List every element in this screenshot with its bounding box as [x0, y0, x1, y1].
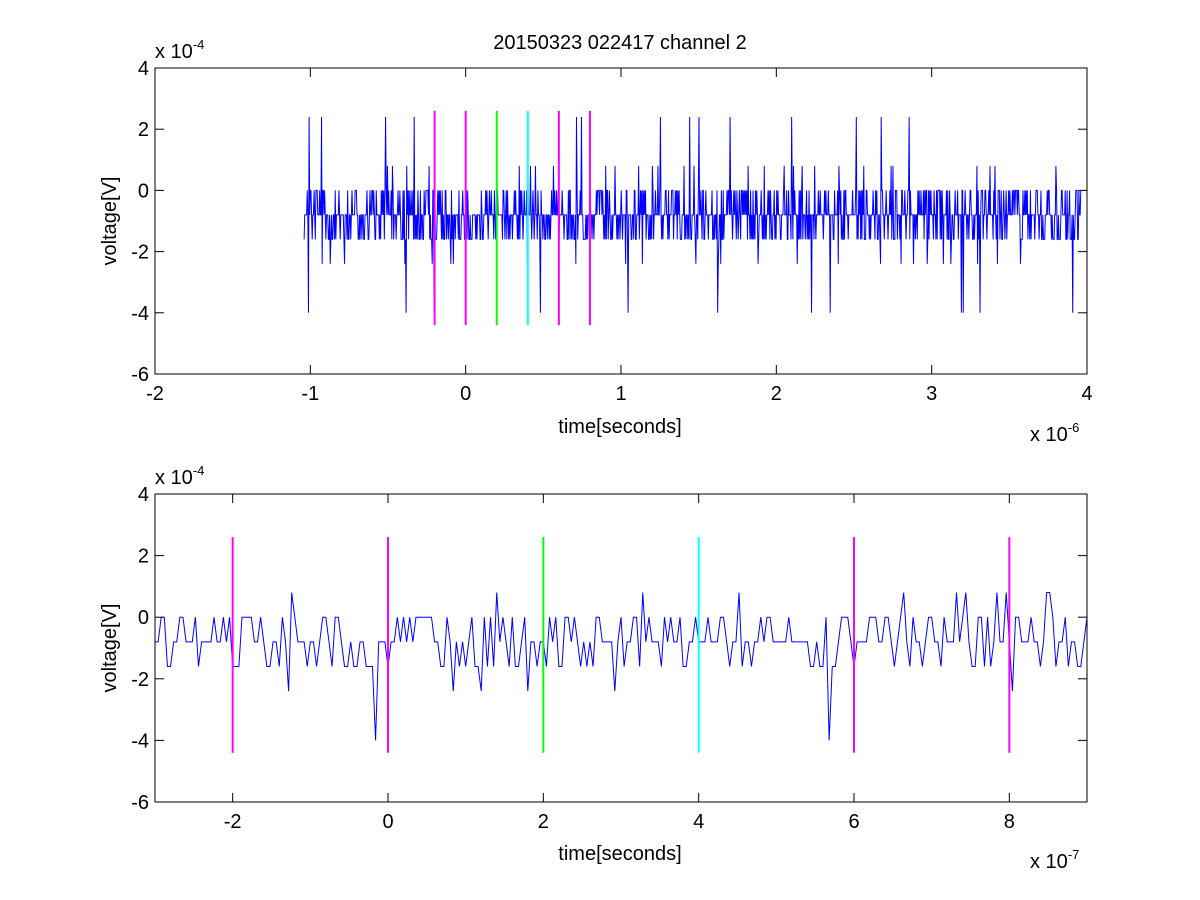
top-x-tick-label: 1 [615, 383, 626, 405]
top-y-tick-label: -2 [131, 242, 149, 264]
top-plot-x-exponent-base: x 10 [1030, 424, 1068, 446]
top-x-tick-label: 4 [1081, 383, 1092, 405]
top-x-tick-label: 0 [460, 383, 471, 405]
bottom-plot: -2 0 2 4 6 8 -6 -4 -2 0 2 4 time[seconds] voltage[V… [99, 463, 1088, 873]
bottom-y-tick-label: -6 [131, 792, 149, 814]
top-plot-x-exponent: x 10-6 [1030, 420, 1079, 446]
bottom-plot-x-exponent-power: -7 [1068, 847, 1080, 862]
top-plot-trace [303, 116, 1082, 313]
bottom-plot-x-exponent-base: x 10 [1030, 851, 1068, 873]
bottom-plot-trace [155, 592, 1088, 741]
bottom-y-tick-label: -4 [131, 730, 149, 752]
bottom-y-tick-label: -2 [131, 669, 149, 691]
top-y-tick-label: 2 [138, 119, 149, 141]
top-plot-y-exponent: x 10-4 [155, 37, 204, 63]
bottom-plot-frame [154, 493, 1088, 803]
top-plot-markers [433, 110, 591, 326]
bottom-plot-tick-labels: -2 0 2 4 6 8 -6 -4 -2 0 2 4 [131, 484, 1015, 833]
bottom-x-tick-label: 0 [382, 811, 393, 833]
bottom-x-tick-label: 8 [1004, 811, 1015, 833]
top-x-tick-label: -1 [301, 383, 319, 405]
bottom-plot-x-label: time[seconds] [558, 843, 681, 865]
top-plot-frame [154, 67, 1088, 375]
top-x-tick-label: -2 [146, 383, 164, 405]
bottom-x-tick-label: 4 [693, 811, 704, 833]
top-plot-x-exponent-power: -6 [1068, 420, 1080, 435]
bottom-x-tick-label: 6 [848, 811, 859, 833]
bottom-y-tick-label: 2 [138, 546, 149, 568]
bottom-plot-y-exponent-power: -4 [193, 463, 205, 478]
top-x-tick-label: 2 [771, 383, 782, 405]
top-voltage-series [303, 116, 1082, 313]
top-x-tick-label: 3 [926, 383, 937, 405]
top-plot-tick-labels: -2 -1 0 1 2 3 4 -6 -4 -2 0 2 4 [131, 58, 1092, 405]
bottom-y-tick-label: 4 [138, 484, 149, 506]
top-y-tick-label: 0 [138, 180, 149, 202]
top-plot-y-exponent-base: x 10 [155, 41, 193, 63]
bottom-voltage-series [155, 592, 1088, 741]
bottom-plot-markers [231, 537, 1011, 753]
bottom-x-tick-label: -2 [224, 811, 242, 833]
top-plot-y-exponent-power: -4 [193, 37, 205, 52]
top-plot-x-label: time[seconds] [558, 416, 681, 438]
bottom-plot-y-exponent: x 10-4 [155, 463, 204, 489]
top-y-tick-label: -4 [131, 303, 149, 325]
bottom-plot-y-exponent-base: x 10 [155, 467, 193, 489]
bottom-plot-y-label: voltage[V] [99, 604, 121, 693]
bottom-plot-area [155, 494, 1087, 802]
top-y-tick-label: 4 [138, 58, 149, 80]
bottom-y-tick-label: 0 [138, 607, 149, 629]
top-y-tick-label: -6 [131, 364, 149, 386]
bottom-plot-x-exponent: x 10-7 [1030, 847, 1079, 873]
figure-title: 20150323 022417 channel 2 [493, 32, 747, 54]
bottom-x-tick-label: 2 [538, 811, 549, 833]
top-plot-area [155, 68, 1087, 374]
top-plot-y-label: voltage[V] [99, 177, 121, 266]
